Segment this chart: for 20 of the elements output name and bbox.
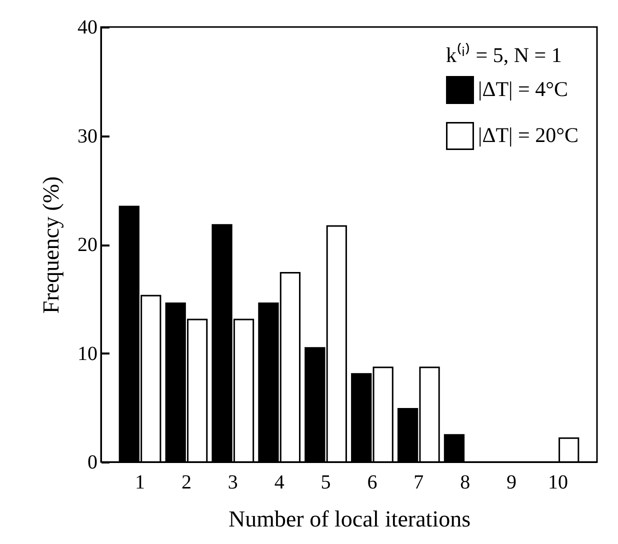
x-tick-label: 2	[181, 472, 192, 494]
x-axis-title: Number of local iterations	[228, 506, 471, 532]
y-tick-label: 40	[78, 16, 98, 38]
x-tick-label: 8	[460, 472, 470, 494]
x-tick-label: 9	[506, 472, 517, 494]
x-tick-label: 5	[320, 472, 331, 494]
legend-label: |ΔT| = 4°C	[478, 77, 568, 101]
y-tick-label: 20	[78, 234, 98, 256]
legend-title: k⁽ⁱ⁾ = 5, N = 1	[446, 42, 562, 67]
x-tick-label: 7	[414, 472, 424, 494]
y-tick-label: 10	[78, 342, 98, 365]
x-tick-label: 1	[135, 472, 146, 494]
legend-label: |ΔT| = 20°C	[478, 123, 578, 147]
y-axis-title: Frequency (%)	[38, 176, 64, 314]
x-tick-label: 6	[367, 472, 378, 494]
y-tick-label: 0	[88, 452, 98, 474]
x-tick-label: 10	[548, 472, 568, 494]
x-tick-label: 3	[228, 472, 238, 494]
y-tick-label: 30	[78, 125, 98, 148]
x-tick-label: 4	[274, 472, 284, 494]
